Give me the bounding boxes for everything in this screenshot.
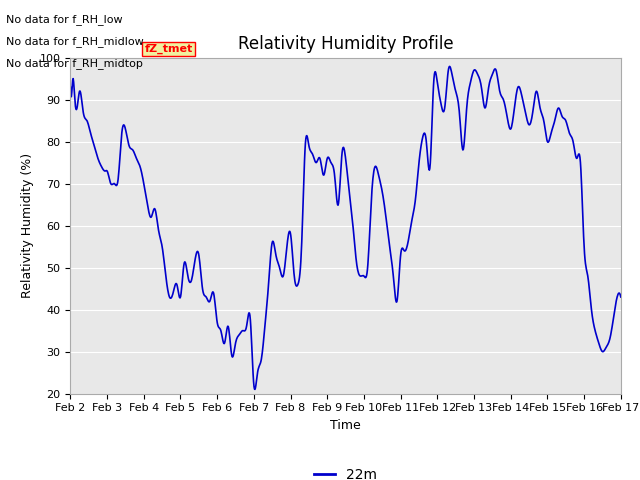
Y-axis label: Relativity Humidity (%): Relativity Humidity (%): [21, 153, 34, 298]
Text: No data for f_RH_midtop: No data for f_RH_midtop: [6, 58, 143, 69]
Text: fZ_tmet: fZ_tmet: [145, 44, 193, 54]
Title: Relativity Humidity Profile: Relativity Humidity Profile: [238, 35, 453, 53]
Text: No data for f_RH_midlow: No data for f_RH_midlow: [6, 36, 144, 47]
Legend: 22m: 22m: [308, 462, 383, 480]
X-axis label: Time: Time: [330, 419, 361, 432]
Text: No data for f_RH_low: No data for f_RH_low: [6, 14, 123, 25]
